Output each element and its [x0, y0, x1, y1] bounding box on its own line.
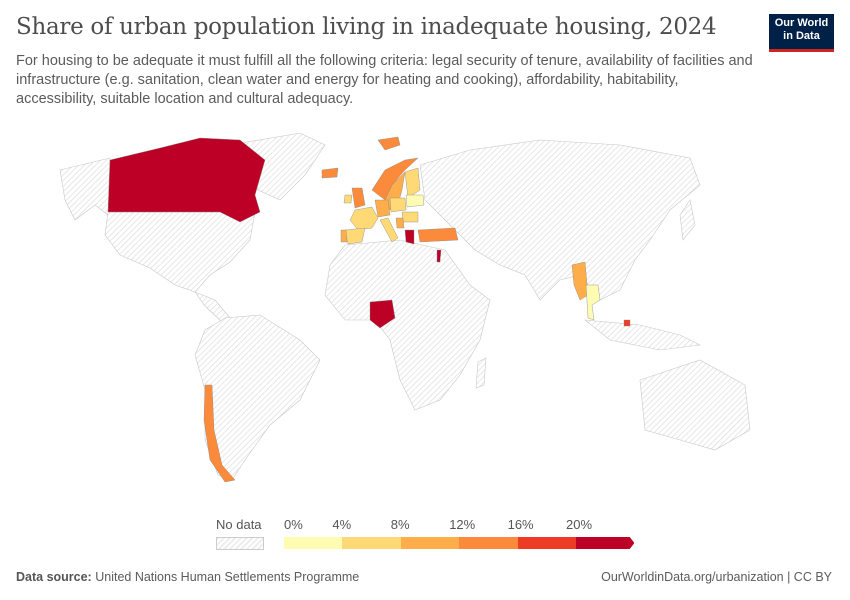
- legend-bin-0[interactable]: [284, 537, 344, 549]
- land-usa-mexico: [104, 211, 256, 293]
- world-map: Canada Svalbard Iceland Norway Sweden Fi…: [59, 132, 751, 483]
- country-svalbard[interactable]: Svalbard: [377, 136, 401, 151]
- legend-bin-3[interactable]: [459, 537, 519, 549]
- country-spain[interactable]: Spain: [344, 227, 366, 245]
- legend-tick: 16%: [507, 517, 534, 532]
- country-nigeria[interactable]: Nigeria: [369, 299, 396, 329]
- country-brunei[interactable]: Brunei: [623, 319, 631, 327]
- country-greece[interactable]: Greece: [404, 229, 415, 245]
- land-central-america: [194, 291, 231, 323]
- country-myanmar[interactable]: Myanmar: [571, 261, 589, 301]
- country-iceland[interactable]: Iceland: [321, 167, 339, 179]
- land-alaska: [59, 157, 111, 221]
- country-finland[interactable]: Finland: [404, 167, 421, 199]
- legend-tick: 20%: [566, 517, 593, 532]
- legend-no-data-swatch: [216, 537, 264, 550]
- country-france[interactable]: France: [349, 206, 379, 231]
- land-south-america: [194, 314, 321, 481]
- data-source: Data source: United Nations Human Settle…: [16, 570, 360, 584]
- owid-logo[interactable]: Our World in Data: [769, 14, 834, 52]
- legend-bin-2[interactable]: [400, 537, 461, 549]
- legend-tick: 4%: [332, 517, 352, 532]
- legend-tick: 0%: [284, 517, 303, 532]
- country-chile[interactable]: Chile: [203, 384, 236, 483]
- country-ireland[interactable]: Ireland: [343, 194, 353, 204]
- legend-tick: 12%: [449, 517, 476, 532]
- land-australia: [639, 359, 751, 451]
- land-africa: [324, 239, 491, 411]
- country-poland[interactable]: Poland: [389, 197, 407, 213]
- country-italy[interactable]: Italy: [379, 217, 399, 243]
- country-uk[interactable]: United Kingdom: [351, 187, 366, 209]
- legend-tick: 8%: [390, 517, 410, 532]
- country-israel[interactable]: Israel: [436, 249, 442, 263]
- page-title: Share of urban population living in inad…: [16, 14, 717, 40]
- country-turkey[interactable]: Turkey: [417, 227, 459, 243]
- country-germany[interactable]: Germany: [374, 199, 391, 218]
- land-madagascar: [475, 357, 487, 389]
- country-romania[interactable]: Romania: [401, 211, 419, 223]
- footer-link[interactable]: OurWorldinData.org/urbanization | CC BY: [601, 570, 832, 584]
- land-japan: [679, 199, 696, 241]
- subtitle: For housing to be adequate it must fulfi…: [16, 53, 753, 107]
- country-belarus[interactable]: Belarus: [405, 194, 425, 208]
- country-serbia[interactable]: Serbia: [395, 217, 405, 229]
- land-indonesia: [584, 319, 702, 351]
- legend-bin-1[interactable]: [342, 537, 402, 549]
- legend-bin-5[interactable]: [576, 537, 635, 549]
- country-portugal[interactable]: Portugal: [340, 229, 348, 243]
- legend-bin-4[interactable]: [517, 537, 577, 549]
- legend-no-data-label: No data: [216, 517, 262, 532]
- country-canada[interactable]: Canada: [107, 137, 266, 223]
- country-thailand[interactable]: Thailand: [585, 284, 601, 321]
